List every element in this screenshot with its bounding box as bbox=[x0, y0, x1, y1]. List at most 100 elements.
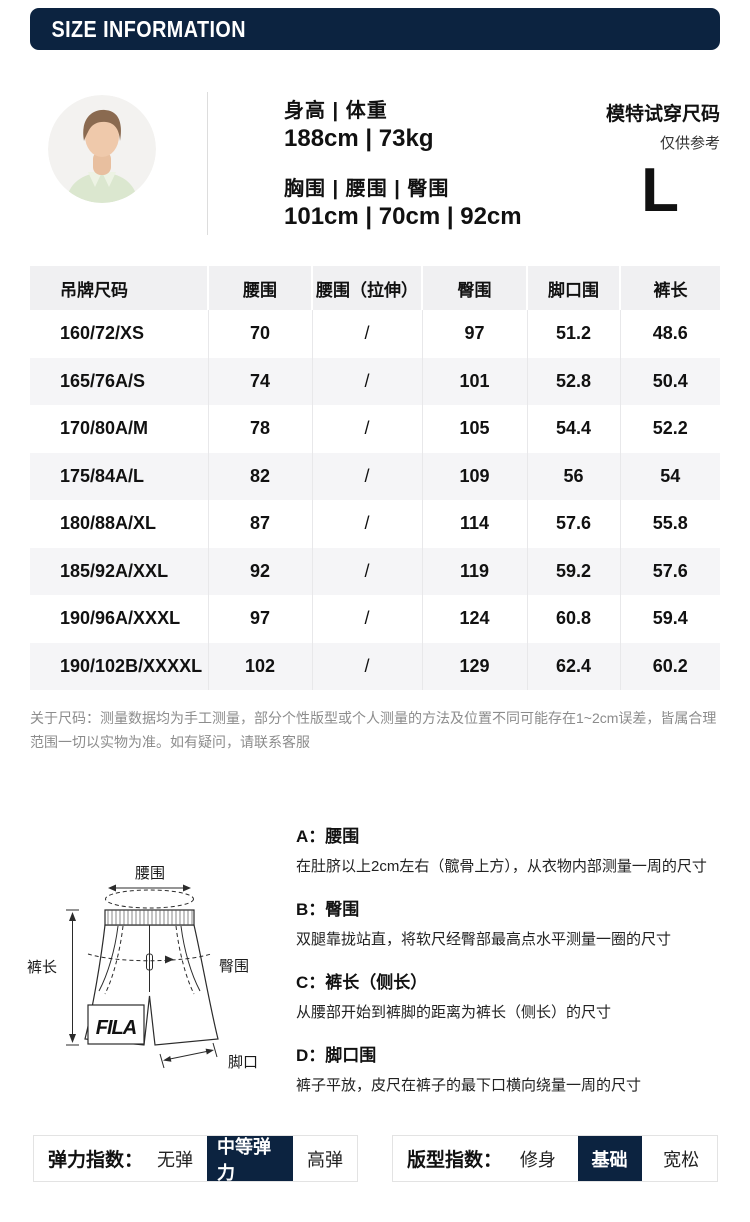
column-header: 腰围 bbox=[207, 266, 312, 310]
definition-title: D：脚口围 bbox=[296, 1046, 377, 1065]
definition-block: A：腰围在肚脐以上2cm左右（髋骨上方），从衣物内部测量一周的尺寸 bbox=[296, 822, 732, 877]
tag-size-cell: 190/96A/XXXL bbox=[60, 608, 181, 629]
definition-block: C：裤长（侧长） 从腰部开始到裤脚的距离为裤长（侧长）的尺寸 bbox=[296, 968, 732, 1023]
measure-value-cell: 60.2 bbox=[619, 642, 720, 690]
measure-value-cell: / bbox=[311, 500, 422, 548]
height-weight-group: 身高 | 体重 188cm | 73kg bbox=[284, 98, 522, 154]
measure-value-cell: 54.4 bbox=[526, 405, 620, 453]
size-table: 吊牌尺码 腰围 腰围（拉伸） 臀围 脚口围 裤长 160/72/XS 70/97 51.2 48… bbox=[30, 266, 720, 690]
table-row: 190/96A/XXXL 97/124 60.8 59.4 bbox=[30, 595, 720, 643]
measure-value-cell: 57.6 bbox=[526, 500, 620, 548]
table-row: 175/84A/L 82/109 56 54 bbox=[30, 452, 720, 500]
measure-value-cell: 102 bbox=[207, 642, 312, 690]
tag-size-cell: 165/76A/S bbox=[60, 370, 146, 391]
table-row: 170/80A/M 78/105 54.4 52.2 bbox=[30, 405, 720, 453]
tag-size-cell: 180/88A/XL bbox=[60, 513, 157, 534]
measure-value-cell: / bbox=[311, 452, 422, 500]
definition-title: A：腰围 bbox=[296, 827, 360, 846]
tryon-size-value: L bbox=[641, 156, 679, 225]
measure-value-cell: 78 bbox=[207, 405, 312, 453]
column-header: 吊牌尺码 bbox=[30, 266, 208, 310]
measure-value-cell: 97 bbox=[207, 595, 312, 643]
measure-value-cell: 60.8 bbox=[526, 595, 620, 643]
definition-desc: 在肚脐以上2cm左右（髋骨上方），从衣物内部测量一周的尺寸 bbox=[296, 858, 707, 875]
elasticity-index-label: 弹力指数： bbox=[48, 1150, 144, 1171]
model-tryon-block: 模特试穿尺码 仅供参考 L bbox=[600, 99, 720, 223]
table-row: 190/102B/XXXXL 102/129 62.4 60.2 bbox=[30, 642, 720, 690]
column-header: 裤长 bbox=[619, 266, 720, 310]
fit-options: 修身 基础 宽松 bbox=[502, 1136, 717, 1181]
measure-value-cell: 62.4 bbox=[526, 642, 620, 690]
elastic-option-1[interactable]: 无弹 bbox=[157, 1149, 194, 1170]
measure-value-cell: / bbox=[311, 357, 422, 405]
measure-value-cell: 57.6 bbox=[619, 547, 720, 595]
model-portrait-illustration bbox=[48, 95, 156, 203]
measure-value-cell: 105 bbox=[421, 405, 527, 453]
elastic-option-2[interactable]: 中等弹力 bbox=[207, 1136, 293, 1183]
measure-value-cell: 70 bbox=[207, 310, 312, 358]
section-title: SIZE INFORMATION bbox=[51, 15, 246, 42]
measure-value-cell: 48.6 bbox=[619, 310, 720, 358]
measure-value-cell: / bbox=[311, 547, 422, 595]
column-header: 臀围 bbox=[421, 266, 527, 310]
fit-option-2[interactable]: 基础 bbox=[577, 1136, 642, 1181]
measure-value-cell: 114 bbox=[421, 500, 527, 548]
tag-size-cell: 160/72/XS bbox=[60, 323, 145, 344]
definition-title: B：臀围 bbox=[296, 900, 360, 919]
measure-value-cell: 129 bbox=[421, 642, 527, 690]
table-row: 185/92A/XXL 92/119 59.2 57.6 bbox=[30, 547, 720, 595]
definition-block: D：脚口围 裤子平放，皮尺在裤子的最下口横向绕量一周的尺寸 bbox=[296, 1041, 732, 1096]
measure-value-cell: 52.8 bbox=[526, 357, 620, 405]
measure-value-cell: 101 bbox=[421, 357, 527, 405]
definition-title: C：裤长（侧长） bbox=[296, 973, 428, 992]
waist-label: 腰围 bbox=[135, 865, 165, 882]
measure-value-cell: 52.2 bbox=[619, 405, 720, 453]
elasticity-options: 无弹 中等弹力 高弹 bbox=[143, 1136, 357, 1183]
fit-option-1[interactable]: 修身 bbox=[519, 1149, 556, 1170]
measure-value-cell: 59.4 bbox=[619, 595, 720, 643]
measure-value-cell: 55.8 bbox=[619, 500, 720, 548]
tag-size-cell: 190/102B/XXXXL bbox=[60, 655, 203, 676]
tryon-title: 模特试穿尺码 bbox=[605, 104, 720, 125]
tag-size-cell: 170/80A/M bbox=[60, 418, 149, 439]
length-label: 裤长 bbox=[27, 959, 57, 976]
measure-value-cell: 74 bbox=[207, 357, 312, 405]
tag-size-cell: 175/84A/L bbox=[60, 465, 145, 486]
measure-value-cell: 97 bbox=[421, 310, 527, 358]
measure-value-cell: 124 bbox=[421, 595, 527, 643]
measure-value-cell: 56 bbox=[526, 452, 620, 500]
measure-value-cell: 50.4 bbox=[619, 357, 720, 405]
measure-definitions: A：腰围 在肚脐以上2cm左右（髋骨上方），从衣物内部测量一周的尺寸 B：臀围 双腿靠… bbox=[296, 822, 732, 1114]
size-note: 关于尺码：测量数据均为手工测量，部分个性版型或个人测量的方法及位置不同可能存在1… bbox=[30, 710, 717, 750]
chest-waist-hip-value: 101cm | 70cm | 92cm bbox=[284, 203, 522, 230]
table-row: 165/76A/S 74/101 52.8 50.4 bbox=[30, 357, 720, 405]
measure-value-cell: / bbox=[311, 310, 422, 358]
measure-value-cell: 51.2 bbox=[526, 310, 620, 358]
column-header: 脚口围 bbox=[526, 266, 620, 310]
vertical-divider bbox=[207, 92, 208, 235]
measure-value-cell: 92 bbox=[207, 547, 312, 595]
elasticity-index-box: 弹力指数： 无弹 中等弹力 高弹 bbox=[33, 1135, 358, 1183]
section-header-bar: SIZE INFORMATION bbox=[30, 8, 720, 50]
hip-label: 臀围 bbox=[219, 958, 249, 975]
elastic-option-3[interactable]: 高弹 bbox=[307, 1149, 343, 1170]
fila-logo: FILA bbox=[96, 1017, 136, 1039]
definition-desc: 从腰部开始到裤脚的距离为裤长（侧长）的尺寸 bbox=[296, 1004, 612, 1021]
model-photo bbox=[48, 95, 156, 203]
shorts-measure-diagram: 腰围 裤长 臀围 FILA bbox=[27, 865, 258, 1071]
measure-value-cell: 59.2 bbox=[526, 547, 620, 595]
size-table-header-row: 吊牌尺码 腰围 腰围（拉伸） 臀围 脚口围 裤长 bbox=[30, 266, 720, 310]
tryon-subtitle: 仅供参考 bbox=[659, 135, 720, 152]
table-row: 160/72/XS 70/97 51.2 48.6 bbox=[30, 310, 720, 358]
model-measurements: 身高 | 体重 188cm | 73kg 胸围 | 腰围 | 臀围 101cm … bbox=[284, 98, 522, 254]
measure-value-cell: / bbox=[311, 405, 422, 453]
height-weight-label: 身高 | 体重 bbox=[284, 100, 388, 122]
measure-value-cell: 82 bbox=[207, 452, 312, 500]
table-row: 180/88A/XL 87/114 57.6 55.8 bbox=[30, 500, 720, 548]
fit-index-box: 版型指数： 修身 基础 宽松 bbox=[392, 1135, 718, 1182]
fit-index-label: 版型指数： bbox=[407, 1150, 503, 1171]
measure-value-cell: 87 bbox=[207, 500, 312, 548]
chest-waist-hip-label: 胸围 | 腰围 | 臀围 bbox=[284, 178, 450, 200]
fit-option-3[interactable]: 宽松 bbox=[663, 1149, 700, 1170]
